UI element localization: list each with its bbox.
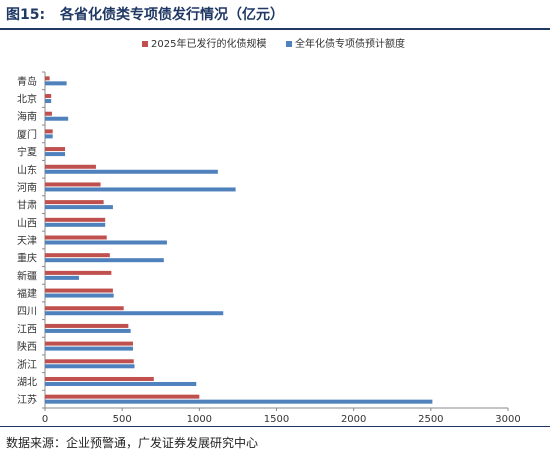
bar-2025-issued <box>45 341 133 346</box>
x-tick-label: 1000 <box>187 414 212 425</box>
category-label: 海南 <box>17 110 37 123</box>
bar-full-year-quota <box>45 152 66 157</box>
bar-full-year-quota <box>45 311 224 316</box>
legend: 2025年已发行的化债规模 全年化债专项债预计额度 <box>142 37 405 50</box>
x-tick-label: 2500 <box>418 414 443 425</box>
category-label: 甘肃 <box>17 199 37 212</box>
bar-full-year-quota <box>45 116 69 121</box>
figure-title: 各省化债类专项债发行情况（亿元） <box>60 7 284 23</box>
category-label: 天津 <box>17 235 37 247</box>
category-label: 河南 <box>17 181 37 194</box>
legend-swatch-full-year <box>286 41 292 47</box>
bar-2025-issued <box>45 306 124 311</box>
category-label: 四川 <box>17 307 37 318</box>
bar-full-year-quota <box>45 258 164 263</box>
bar-2025-issued <box>45 217 106 222</box>
category-label: 福建 <box>17 287 37 300</box>
figure-header: 图15: 各省化债类专项债发行情况（亿元） <box>0 0 550 30</box>
bar-2025-issued <box>45 147 66 152</box>
plot-area: 0 500 1000 1500 2000 2500 3000 青岛北京海南厦门宁夏山东河南甘肃… <box>17 71 521 425</box>
bar-chart: 2025年已发行的化债规模 全年化债专项债预计额度 0 500 1000 1500 20… <box>17 37 521 425</box>
bar-2025-issued <box>45 200 104 205</box>
source-note: 数据来源：企业预警通，广发证券发展研究中心 <box>6 436 259 450</box>
x-tick-label: 1500 <box>264 414 289 425</box>
x-tick-label: 0 <box>42 414 48 425</box>
legend-swatch-2025 <box>142 41 148 47</box>
bar-full-year-quota <box>45 364 135 369</box>
bar-full-year-quota <box>45 81 67 86</box>
bar-2025-issued <box>45 94 52 99</box>
category-label: 浙江 <box>17 359 37 371</box>
bar-2025-issued <box>45 129 53 134</box>
bar-full-year-quota <box>45 205 113 210</box>
category-label: 新疆 <box>17 269 37 282</box>
category-label: 陕西 <box>17 340 37 353</box>
bar-full-year-quota <box>45 328 131 333</box>
bar-2025-issued <box>45 270 112 275</box>
bar-2025-issued <box>45 111 52 116</box>
bar-full-year-quota <box>45 381 197 386</box>
bar-2025-issued <box>45 253 110 258</box>
bar-full-year-quota <box>45 275 79 280</box>
bar-full-year-quota <box>45 134 53 139</box>
bar-2025-issued <box>45 76 50 81</box>
category-label: 江苏 <box>17 393 37 406</box>
category-label: 山西 <box>17 217 37 229</box>
category-label: 湖北 <box>17 376 37 388</box>
bar-2025-issued <box>45 235 107 240</box>
bar-2025-issued <box>45 182 101 187</box>
bar-2025-issued <box>45 376 154 381</box>
bar-2025-issued <box>45 323 129 328</box>
x-tick-label: 3000 <box>495 414 520 425</box>
bar-full-year-quota <box>45 99 52 104</box>
category-label: 江西 <box>17 323 37 335</box>
bar-full-year-quota <box>45 240 167 245</box>
x-tick-label: 2000 <box>341 414 366 425</box>
bar-2025-issued <box>45 288 113 293</box>
category-label: 山东 <box>17 163 37 176</box>
bottom-divider <box>0 426 550 427</box>
category-label: 厦门 <box>17 128 37 141</box>
legend-label-full-year: 全年化债专项债预计额度 <box>295 37 405 50</box>
bar-full-year-quota <box>45 346 133 351</box>
bar-full-year-quota <box>45 222 106 227</box>
bar-full-year-quota <box>45 187 236 192</box>
category-label: 北京 <box>17 93 37 106</box>
bar-full-year-quota <box>45 293 114 298</box>
bar-2025-issued <box>45 394 200 399</box>
bar-2025-issued <box>45 164 96 169</box>
bar-full-year-quota <box>45 399 433 404</box>
bar-full-year-quota <box>45 169 218 174</box>
figure-number: 图15: <box>6 7 46 23</box>
x-tick-label: 500 <box>113 414 132 425</box>
bar-2025-issued <box>45 359 134 364</box>
legend-label-2025: 2025年已发行的化债规模 <box>151 37 266 50</box>
category-label: 青岛 <box>17 75 37 88</box>
category-label: 宁夏 <box>17 146 37 159</box>
category-label: 重庆 <box>17 252 37 265</box>
